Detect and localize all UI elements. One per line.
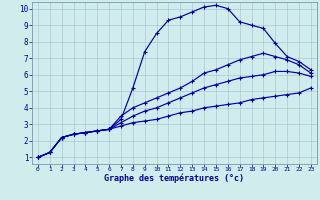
X-axis label: Graphe des températures (°c): Graphe des températures (°c) (104, 174, 244, 183)
